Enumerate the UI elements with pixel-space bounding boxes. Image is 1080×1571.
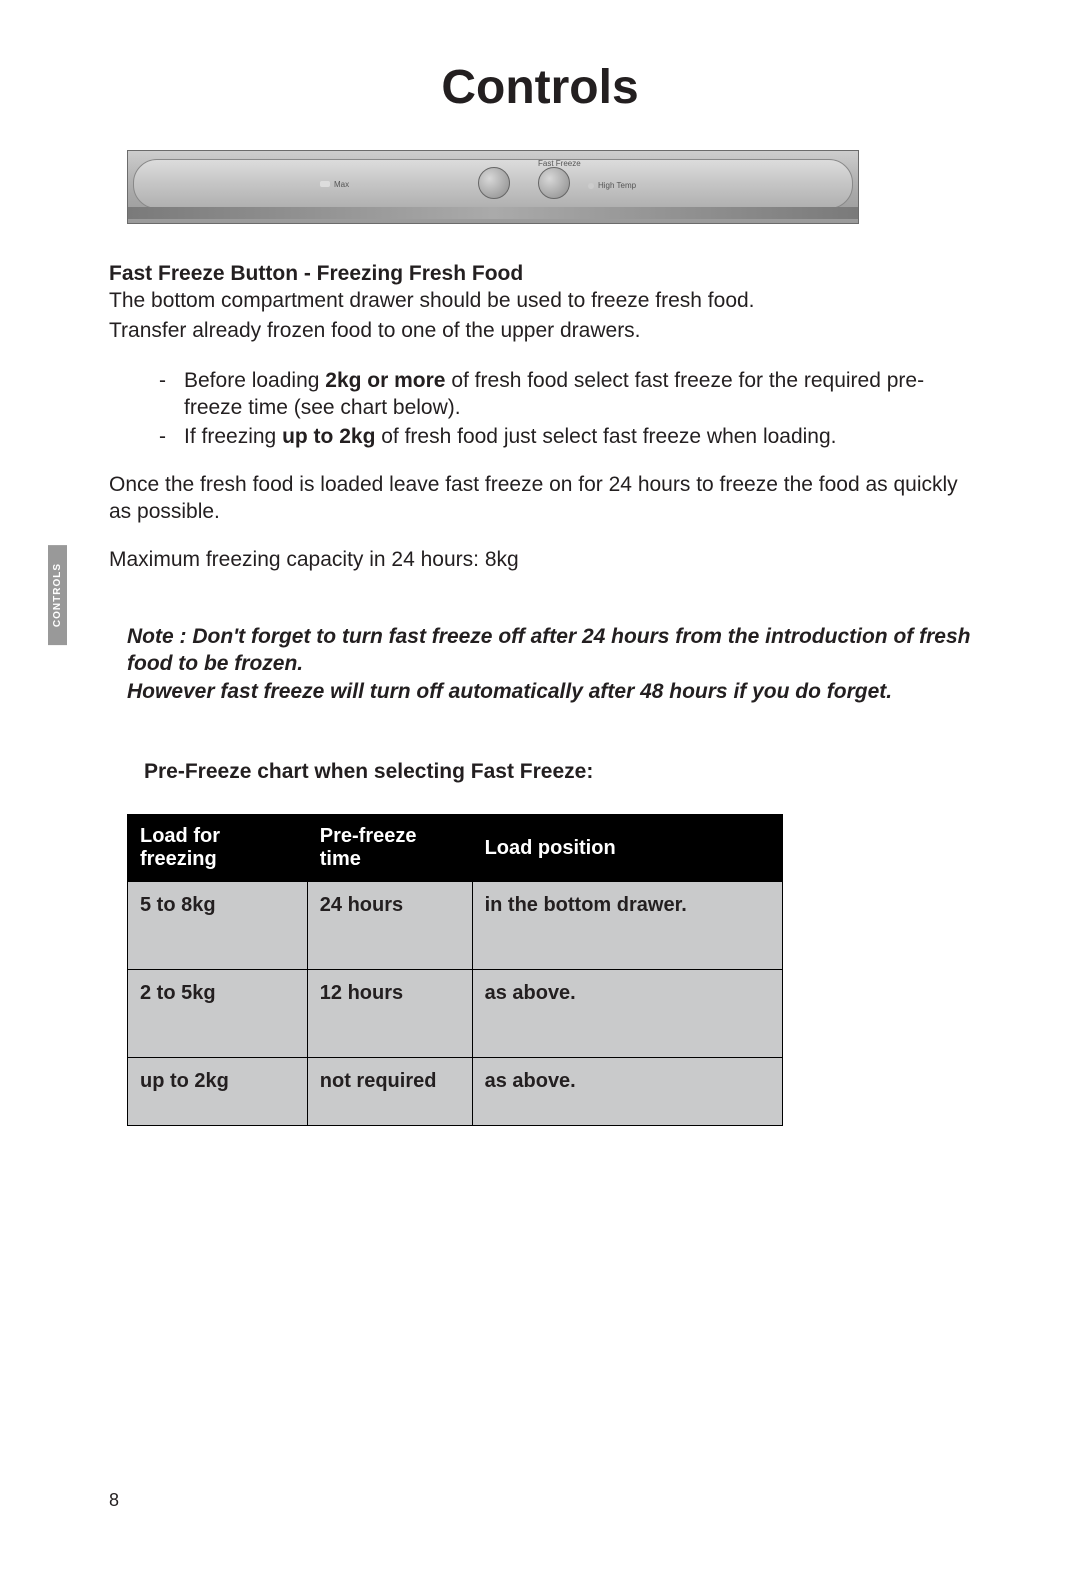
table-cell-position: in the bottom drawer. [472, 882, 782, 970]
bullet2-bold: up to 2kg [282, 425, 375, 448]
intro-line-1: The bottom compartment drawer should be … [109, 288, 980, 314]
content-area: Max Fast Freeze High Temp Fast Freeze Bu… [109, 150, 980, 1126]
panel-label-max: Max [334, 180, 349, 189]
high-temp-led-icon [588, 183, 594, 189]
after-paragraph-1: Once the fresh food is loaded leave fast… [109, 472, 980, 525]
section-heading: Fast Freeze Button - Freezing Fresh Food [109, 262, 980, 286]
page-title: Controls [0, 60, 1080, 115]
bullet2-post: of fresh food just select fast freeze wh… [375, 425, 836, 448]
table-row: up to 2kg not required as above. [128, 1058, 783, 1126]
bullet-item-1: Before loading 2kg or more of fresh food… [159, 367, 980, 422]
bullet1-pre: Before loading [184, 369, 325, 392]
thermostat-dial-icon [478, 167, 510, 199]
note-block: Note : Don't forget to turn fast freeze … [127, 623, 980, 705]
note-line-2: However fast freeze will turn off automa… [127, 678, 980, 705]
led-indicator [320, 181, 330, 187]
panel-label-fastfreeze: Fast Freeze [538, 159, 581, 168]
intro-line-2: Transfer already frozen food to one of t… [109, 318, 980, 344]
chart-title: Pre-Freeze chart when selecting Fast Fre… [144, 760, 980, 784]
bullet1-bold: 2kg or more [325, 369, 445, 392]
table-cell-load: 5 to 8kg [128, 882, 308, 970]
side-tab-controls: CONTROLS [48, 545, 67, 645]
table-row: 5 to 8kg 24 hours in the bottom drawer. [128, 882, 783, 970]
table-cell-time: 12 hours [307, 970, 472, 1058]
page-number: 8 [109, 1490, 119, 1511]
table-cell-load: up to 2kg [128, 1058, 308, 1126]
fast-freeze-dial-icon [538, 167, 570, 199]
note-line-1: Note : Don't forget to turn fast freeze … [127, 623, 980, 678]
panel-label-hightemp: High Temp [598, 181, 636, 190]
table-cell-time: not required [307, 1058, 472, 1126]
bullet-item-2: If freezing up to 2kg of fresh food just… [159, 423, 980, 450]
table-cell-position: as above. [472, 1058, 782, 1126]
bullet2-pre: If freezing [184, 425, 282, 448]
table-header-time: Pre-freeze time [307, 815, 472, 882]
bullet-list: Before loading 2kg or more of fresh food… [159, 367, 980, 451]
control-panel-photo: Max Fast Freeze High Temp [127, 150, 859, 224]
table-cell-load: 2 to 5kg [128, 970, 308, 1058]
after-paragraph-2: Maximum freezing capacity in 24 hours: 8… [109, 547, 980, 573]
prefreeze-table: Load for freezing Pre-freeze time Load p… [127, 814, 783, 1126]
table-header-load: Load for freezing [128, 815, 308, 882]
table-header-position: Load position [472, 815, 782, 882]
table-cell-position: as above. [472, 970, 782, 1058]
table-row: 2 to 5kg 12 hours as above. [128, 970, 783, 1058]
table-header-row: Load for freezing Pre-freeze time Load p… [128, 815, 783, 882]
table-cell-time: 24 hours [307, 882, 472, 970]
